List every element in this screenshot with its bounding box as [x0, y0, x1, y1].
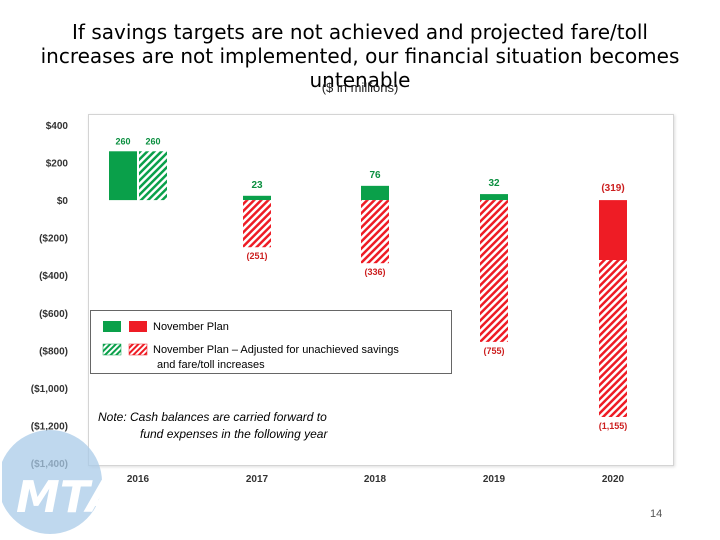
note-line-1: Note: Cash balances are carried forward … — [98, 410, 327, 424]
x-tick-label-2018: 2018 — [364, 474, 387, 485]
bar-plan-2019 — [480, 194, 508, 201]
y-tick-label-8: ($1,200) — [31, 421, 68, 432]
chart-note: Note: Cash balances are carried forward … — [98, 409, 378, 443]
data-label-plan-2016: 260 — [115, 136, 130, 146]
data-label-plan-2019: 32 — [488, 178, 500, 189]
bar-adjusted-2019 — [480, 200, 508, 342]
title-line-1: If savings targets are not achieved and … — [72, 20, 648, 44]
x-tick-label-2019: 2019 — [483, 474, 506, 485]
y-tick-label-2: $0 — [57, 196, 69, 207]
legend-swatch-adjusted-green — [102, 343, 122, 356]
data-label-adjusted-2016: 260 — [145, 136, 160, 146]
y-tick-label-4: ($400) — [39, 271, 68, 282]
bar-plan-2018 — [361, 185, 389, 201]
y-tick-label-0: $400 — [46, 121, 69, 132]
legend: November Plan November Plan – Adjusted f… — [90, 310, 452, 374]
y-tick-label-1: $200 — [46, 159, 69, 170]
data-label-plan-2017: 23 — [251, 180, 263, 191]
x-tick-label-2020: 2020 — [602, 474, 625, 485]
page-number: 14 — [650, 508, 663, 520]
bar-adjusted-2018 — [361, 200, 389, 264]
bar-plan-2016 — [109, 151, 137, 201]
legend-swatch-adjusted-red — [128, 343, 148, 356]
y-tick-label-3: ($200) — [39, 234, 68, 245]
x-tick-label-2017: 2017 — [246, 474, 269, 485]
mta-logo: MTA — [2, 430, 112, 534]
data-label-plan-2020: (319) — [601, 183, 624, 194]
chart-subtitle: ($ in millions) — [321, 80, 399, 95]
bar-plan-2017 — [243, 195, 271, 201]
logo-text: MTA — [16, 472, 112, 523]
title-line-3: untenable — [309, 68, 411, 92]
y-tick-label-7: ($1,000) — [31, 384, 68, 395]
data-label-adjusted-2017: (251) — [246, 251, 267, 261]
legend-label-adjusted-1: November Plan – Adjusted for unachieved … — [153, 344, 399, 356]
legend-label-plan: November Plan — [153, 321, 229, 333]
y-tick-label-5: ($600) — [39, 309, 68, 320]
data-label-adjusted-2018: (336) — [364, 267, 385, 277]
y-tick-label-6: ($800) — [39, 346, 68, 357]
legend-swatch-plan-red — [129, 321, 147, 332]
title-line-2: increases are not implemented, our finan… — [40, 44, 680, 68]
data-label-plan-2018: 76 — [369, 170, 381, 181]
note-line-2: fund expenses in the following year — [140, 427, 328, 441]
legend-label-adjusted-2: and fare/toll increases — [157, 359, 265, 371]
legend-swatch-plan-green — [103, 321, 121, 332]
x-tick-label-2016: 2016 — [127, 474, 150, 485]
data-label-adjusted-2020: (1,155) — [599, 421, 628, 431]
bar-adjusted-2020 — [599, 260, 627, 417]
chart-frame — [88, 114, 674, 466]
data-label-adjusted-2019: (755) — [483, 346, 504, 356]
bar-adjusted-2016 — [139, 151, 167, 201]
bar-plan-2020 — [599, 200, 627, 261]
bar-adjusted-2017 — [243, 200, 271, 248]
slide-title: If savings targets are not achieved and … — [20, 20, 700, 92]
